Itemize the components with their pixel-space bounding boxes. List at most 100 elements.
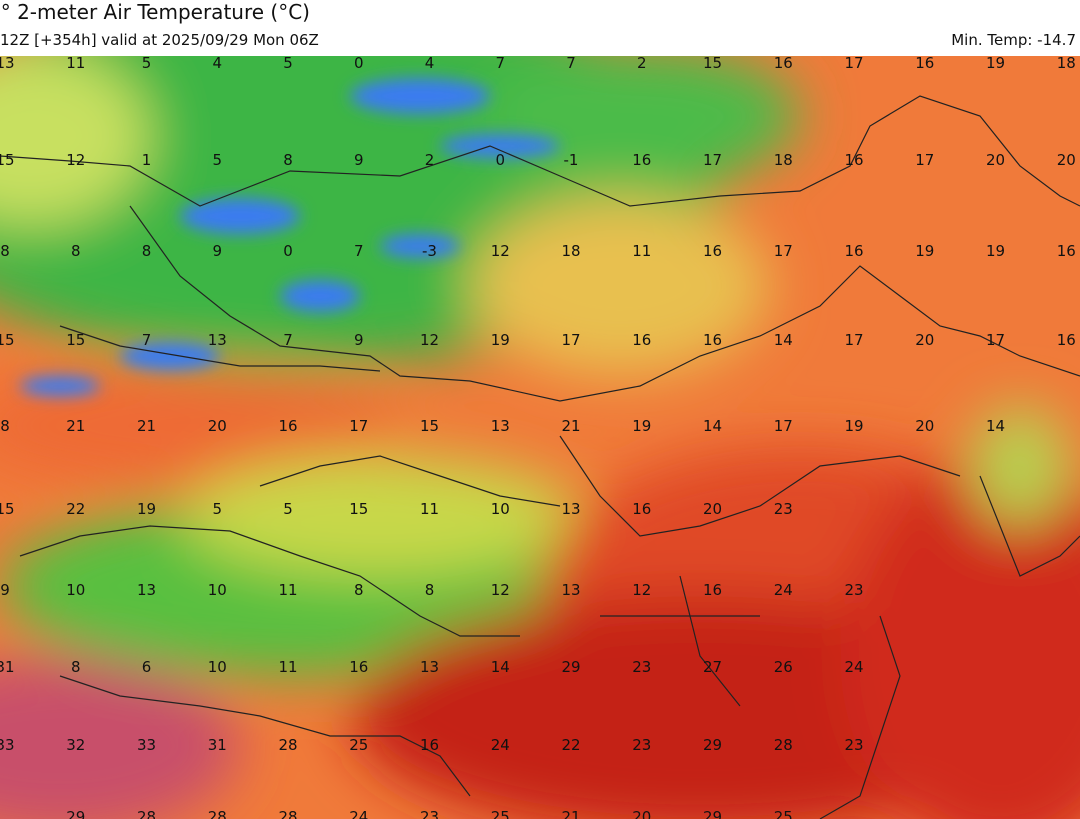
temperature-label: 10 bbox=[490, 500, 510, 518]
temperature-label: -1 bbox=[563, 151, 579, 169]
temperature-label: 26 bbox=[773, 658, 793, 676]
temperature-label: 5 bbox=[283, 56, 293, 72]
temperature-label: 15 bbox=[419, 417, 440, 435]
temperature-label: 13 bbox=[0, 56, 15, 72]
temperature-label: 17 bbox=[844, 56, 864, 72]
temperature-label: 4 bbox=[212, 56, 223, 72]
temperature-label: 25 bbox=[490, 808, 510, 819]
temperature-label: 19 bbox=[985, 56, 1006, 72]
temperature-label: 6 bbox=[141, 658, 152, 676]
temperature-label: 16 bbox=[632, 331, 652, 349]
temperature-label: 29 bbox=[702, 736, 723, 754]
temperature-label: 20 bbox=[207, 417, 227, 435]
temperature-label: 4 bbox=[424, 56, 435, 72]
temperature-label: 23 bbox=[632, 658, 652, 676]
temperature-label: 19 bbox=[490, 331, 510, 349]
temperature-label: 12 bbox=[419, 331, 440, 349]
map-background bbox=[0, 56, 1080, 819]
temperature-label: 19 bbox=[136, 500, 157, 518]
temperature-label: 8 bbox=[0, 242, 10, 260]
temperature-label: 13 bbox=[136, 581, 157, 599]
temperature-label: 20 bbox=[915, 331, 935, 349]
map-title: 5° 2-meter Air Temperature (°C) bbox=[0, 0, 310, 24]
temperature-label: 31 bbox=[0, 658, 15, 676]
min-temp: Min. Temp: -14.7 bbox=[951, 31, 1076, 49]
temperature-label: 0 bbox=[353, 56, 364, 72]
map: 13 11 5 4 5 0 4 7 7 2 15 16 17 16 19 18 15 12 1 5 8 9 2 0 -1 16 17… bbox=[0, 56, 1080, 819]
map-subtitle: 12Z [+354h] valid at 2025/09/29 Mon 06Z bbox=[0, 31, 319, 49]
temperature-label: -3 bbox=[422, 242, 437, 260]
temperature-label: 13 bbox=[490, 417, 510, 435]
temperature-label: 8 bbox=[0, 417, 10, 435]
temperature-label: 10 bbox=[66, 581, 86, 599]
temperature-label: 11 bbox=[278, 658, 298, 676]
temperature-label: 22 bbox=[66, 500, 86, 518]
temperature-label: 17 bbox=[702, 151, 723, 169]
temperature-label: 25 bbox=[773, 808, 793, 819]
temperature-label: 16 bbox=[349, 658, 369, 676]
temperature-label: 27 bbox=[702, 658, 723, 676]
temperature-label: 23 bbox=[773, 500, 793, 518]
temperature-label: 21 bbox=[561, 808, 581, 819]
temperature-label: 10 bbox=[207, 581, 227, 599]
temperature-label: 17 bbox=[773, 242, 793, 260]
temperature-label: 13 bbox=[419, 658, 440, 676]
temperature-label: 16 bbox=[1056, 242, 1076, 260]
temperature-label: 11 bbox=[632, 242, 652, 260]
temperature-label: 23 bbox=[844, 581, 864, 599]
temperature-label: 16 bbox=[702, 581, 723, 599]
temperature-label: 16 bbox=[844, 151, 864, 169]
temperature-label: 17 bbox=[985, 331, 1006, 349]
temperature-label: 17 bbox=[349, 417, 369, 435]
temperature-label: 5 bbox=[283, 500, 293, 518]
temperature-label: 23 bbox=[844, 736, 864, 754]
temperature-label: 16 bbox=[632, 151, 652, 169]
temperature-label: 12 bbox=[66, 151, 86, 169]
temperature-label: 28 bbox=[136, 808, 157, 819]
temperature-label: 17 bbox=[773, 417, 793, 435]
temperature-label: 28 bbox=[773, 736, 793, 754]
temperature-label: 9 bbox=[212, 242, 223, 260]
temperature-label: 7 bbox=[141, 331, 152, 349]
temperature-label: 25 bbox=[349, 736, 369, 754]
temperature-label: 11 bbox=[419, 500, 440, 518]
temperature-label: 22 bbox=[561, 736, 581, 754]
temperature-label: 13 bbox=[561, 581, 581, 599]
temperature-label: 12 bbox=[490, 242, 510, 260]
temperature-label: 1 bbox=[141, 151, 152, 169]
temperature-label: 8 bbox=[70, 658, 81, 676]
temperature-label: 7 bbox=[283, 331, 293, 349]
temperature-label: 7 bbox=[495, 56, 506, 72]
temperature-label: 23 bbox=[632, 736, 652, 754]
temperature-label: 8 bbox=[141, 242, 152, 260]
temperature-label: 13 bbox=[207, 331, 227, 349]
temperature-label: 15 bbox=[66, 331, 86, 349]
temperature-label: 20 bbox=[632, 808, 652, 819]
temperature-label: 16 bbox=[702, 242, 723, 260]
temperature-label: 5 bbox=[141, 56, 152, 72]
temperature-label: 28 bbox=[278, 808, 298, 819]
temperature-label: 11 bbox=[66, 56, 86, 72]
temperature-label: 16 bbox=[278, 417, 298, 435]
temperature-label: 28 bbox=[278, 736, 298, 754]
temperature-label: 19 bbox=[844, 417, 864, 435]
temperature-label: 16 bbox=[844, 242, 864, 260]
temperature-label: 17 bbox=[561, 331, 581, 349]
temperature-label: 29 bbox=[561, 658, 581, 676]
temperature-label: 20 bbox=[702, 500, 723, 518]
temperature-label: 15 bbox=[0, 331, 15, 349]
temperature-label: 33 bbox=[0, 736, 15, 754]
temperature-label: 8 bbox=[70, 242, 81, 260]
temperature-label: 2 bbox=[424, 151, 435, 169]
temperature-label: 18 bbox=[773, 151, 793, 169]
temperature-label: 14 bbox=[702, 417, 723, 435]
temperature-label: 24 bbox=[773, 581, 793, 599]
temperature-label: 12 bbox=[632, 581, 652, 599]
temperature-label: 14 bbox=[490, 658, 510, 676]
temperature-label: 9 bbox=[0, 581, 10, 599]
temperature-label: 16 bbox=[702, 331, 723, 349]
temperature-label: 10 bbox=[207, 658, 227, 676]
temperature-label: 8 bbox=[424, 581, 435, 599]
temperature-label: 0 bbox=[283, 242, 293, 260]
